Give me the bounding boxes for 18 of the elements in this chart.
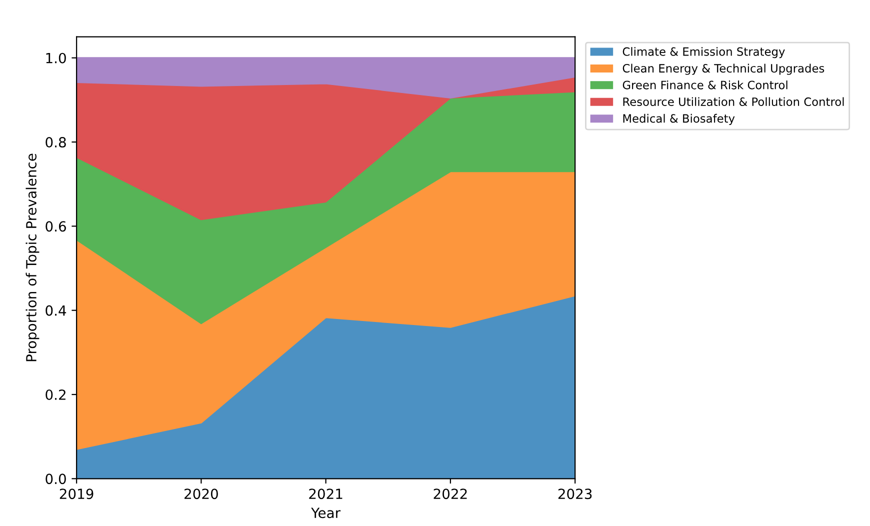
- y-tick-label: 0.6: [46, 221, 66, 232]
- y-tick-label: 0.8: [46, 136, 66, 148]
- x-tick-label: 2021: [309, 488, 342, 500]
- x-tick-label: 2020: [184, 488, 218, 500]
- x-tick-label: 2022: [434, 488, 467, 500]
- y-tick-label: 0.4: [46, 305, 66, 316]
- x-tick-label: 2019: [60, 488, 94, 500]
- legend-label: Resource Utilization & Pollution Control: [623, 97, 844, 106]
- y-tick-label: 1.0: [46, 52, 66, 64]
- x-tick-label: 2023: [558, 488, 592, 500]
- legend-label: Green Finance & Risk Control: [622, 80, 788, 90]
- y-axis-title: Proportion of Topic Prevalence: [26, 154, 40, 362]
- legend-label: Medical & Biosafety: [623, 114, 735, 125]
- legend-label: Clean Energy & Technical Upgrades: [622, 64, 824, 75]
- y-tick-label: 0.0: [46, 474, 66, 484]
- x-axis-title: Year: [311, 508, 341, 518]
- y-tick-label: 0.2: [46, 389, 66, 400]
- legend-label: Climate & Emission Strategy: [622, 47, 785, 58]
